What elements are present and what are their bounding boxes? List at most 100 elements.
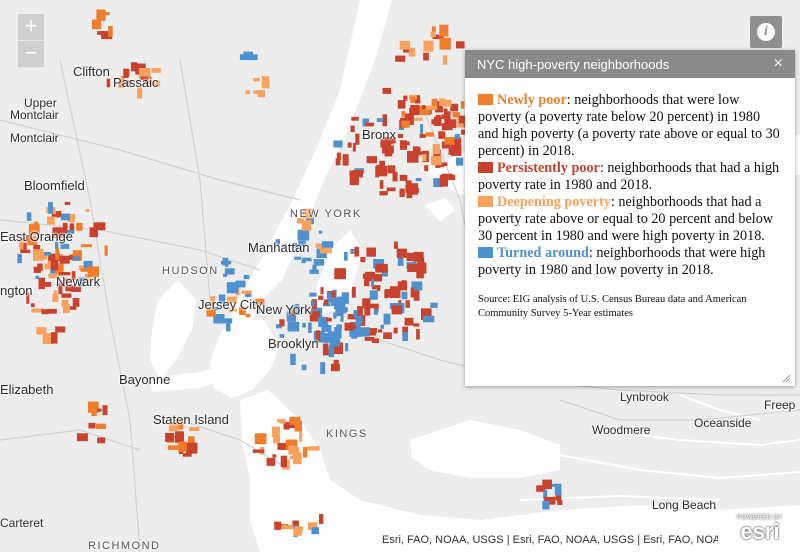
tract-persistently-poor[interactable] [434,116,442,126]
tract-persistently-poor[interactable] [368,328,377,336]
tract-deepening-poverty[interactable] [78,265,85,271]
tract-newly-poor[interactable] [302,447,308,458]
tract-persistently-poor[interactable] [439,174,448,187]
tract-persistently-poor[interactable] [67,306,77,310]
tract-persistently-poor[interactable] [450,145,462,156]
tract-turned-around[interactable] [283,243,287,249]
tract-persistently-poor[interactable] [441,141,451,149]
tract-turned-around[interactable] [554,483,562,496]
tract-deepening-poverty[interactable] [139,68,151,79]
tract-turned-around[interactable] [543,490,548,500]
tract-persistently-poor[interactable] [61,293,72,298]
tract-persistently-poor[interactable] [252,449,265,453]
tract-turned-around[interactable] [72,256,81,261]
tract-persistently-poor[interactable] [50,260,59,271]
tract-persistently-poor[interactable] [106,78,111,88]
tract-turned-around[interactable] [380,324,385,329]
tract-turned-around[interactable] [401,291,408,300]
tract-newly-poor[interactable] [87,266,99,278]
tract-turned-around[interactable] [324,333,330,343]
tract-deepening-poverty[interactable] [307,522,318,531]
tract-newly-poor[interactable] [254,433,267,445]
tract-turned-around[interactable] [356,315,363,324]
tract-persistently-poor[interactable] [326,291,336,299]
tract-persistently-poor[interactable] [407,151,419,163]
tract-turned-around[interactable] [423,315,435,323]
tract-turned-around[interactable] [548,483,557,487]
tract-turned-around[interactable] [290,353,296,365]
tract-persistently-poor[interactable] [416,329,420,340]
tract-turned-around[interactable] [341,292,349,304]
tract-turned-around[interactable] [329,334,341,347]
tract-newly-poor[interactable] [401,120,410,128]
tract-persistently-poor[interactable] [397,100,406,109]
tract-persistently-poor[interactable] [450,103,459,112]
tract-deepening-poverty[interactable] [62,303,70,313]
tract-persistently-poor[interactable] [384,136,392,142]
tract-newly-poor[interactable] [88,401,99,413]
tract-newly-poor[interactable] [91,19,102,30]
tract-persistently-poor[interactable] [371,338,379,344]
tract-persistently-poor[interactable] [272,454,277,458]
tract-turned-around[interactable] [371,278,375,287]
tract-turned-around[interactable] [302,257,312,262]
tract-turned-around[interactable] [55,241,59,249]
tract-persistently-poor[interactable] [382,87,392,94]
tract-persistently-poor[interactable] [444,111,451,122]
tract-persistently-poor[interactable] [441,114,446,119]
tract-persistently-poor[interactable] [355,133,360,145]
tract-deepening-poverty[interactable] [292,452,302,465]
tract-persistently-poor[interactable] [404,113,414,126]
tract-turned-around[interactable] [60,243,70,249]
tract-persistently-poor[interactable] [277,443,290,450]
tract-turned-around[interactable] [354,321,361,333]
tract-turned-around[interactable] [243,275,250,280]
tract-newly-poor[interactable] [55,269,63,276]
tract-turned-around[interactable] [430,302,438,308]
tract-deepening-poverty[interactable] [210,296,215,306]
tract-persistently-poor[interactable] [102,405,108,416]
tract-persistently-poor[interactable] [333,359,339,364]
tract-persistently-poor[interactable] [347,142,352,148]
tract-turned-around[interactable] [247,54,258,61]
tract-deepening-poverty[interactable] [297,217,304,224]
tract-deepening-poverty[interactable] [85,208,90,212]
tract-persistently-poor[interactable] [364,278,370,287]
tract-newly-poor[interactable] [80,244,92,248]
tract-persistently-poor[interactable] [344,322,354,331]
tract-persistently-poor[interactable] [379,191,388,196]
tract-turned-around[interactable] [64,230,74,235]
tract-deepening-poverty[interactable] [431,155,442,166]
tract-persistently-poor[interactable] [360,257,366,263]
tract-deepening-poverty[interactable] [48,273,59,279]
tract-turned-around[interactable] [213,314,225,324]
tract-turned-around[interactable] [286,311,296,322]
tract-deepening-poverty[interactable] [42,333,54,344]
tract-deepening-poverty[interactable] [189,427,200,432]
tract-deepening-poverty[interactable] [47,216,55,225]
tract-persistently-poor[interactable] [399,140,407,150]
tract-newly-poor[interactable] [91,407,97,416]
tract-turned-around[interactable] [224,318,233,324]
tract-newly-poor[interactable] [108,25,113,37]
tract-persistently-poor[interactable] [364,337,375,341]
tract-newly-poor[interactable] [285,439,298,450]
tract-persistently-poor[interactable] [432,34,444,39]
tract-persistently-poor[interactable] [47,308,57,314]
tract-turned-around[interactable] [235,280,246,288]
tract-persistently-poor[interactable] [542,479,552,490]
tract-persistently-poor[interactable] [383,332,392,339]
tract-turned-around[interactable] [298,240,306,247]
tract-persistently-poor[interactable] [88,422,96,429]
tract-persistently-poor[interactable] [386,187,396,192]
tract-turned-around[interactable] [320,362,326,375]
tract-turned-around[interactable] [415,178,422,182]
tract-persistently-poor[interactable] [396,248,407,258]
tract-persistently-poor[interactable] [456,41,465,49]
tract-persistently-poor[interactable] [365,122,374,127]
tract-persistently-poor[interactable] [393,241,398,249]
tract-newly-poor[interactable] [431,98,438,110]
tract-persistently-poor[interactable] [397,281,408,291]
tract-deepening-poverty[interactable] [423,40,434,52]
tract-persistently-poor[interactable] [353,172,359,183]
